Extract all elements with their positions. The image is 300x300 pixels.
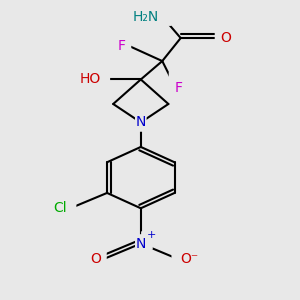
Text: F: F xyxy=(118,39,125,53)
Text: O: O xyxy=(90,252,101,266)
FancyBboxPatch shape xyxy=(215,29,226,47)
Text: H₂N: H₂N xyxy=(133,10,159,24)
FancyBboxPatch shape xyxy=(141,231,153,250)
FancyBboxPatch shape xyxy=(135,234,147,253)
FancyBboxPatch shape xyxy=(169,72,180,90)
Text: HO: HO xyxy=(80,73,101,86)
Text: Cl: Cl xyxy=(54,201,67,215)
Text: N: N xyxy=(136,236,146,250)
Text: +: + xyxy=(147,230,156,241)
Text: N: N xyxy=(136,116,146,129)
FancyBboxPatch shape xyxy=(172,250,190,268)
FancyBboxPatch shape xyxy=(92,70,110,89)
Text: F: F xyxy=(175,81,182,95)
Text: O: O xyxy=(220,31,231,45)
Text: O⁻: O⁻ xyxy=(181,252,199,266)
FancyBboxPatch shape xyxy=(135,113,147,132)
FancyBboxPatch shape xyxy=(147,7,172,26)
FancyBboxPatch shape xyxy=(95,250,107,268)
FancyBboxPatch shape xyxy=(58,199,76,218)
FancyBboxPatch shape xyxy=(120,36,131,55)
